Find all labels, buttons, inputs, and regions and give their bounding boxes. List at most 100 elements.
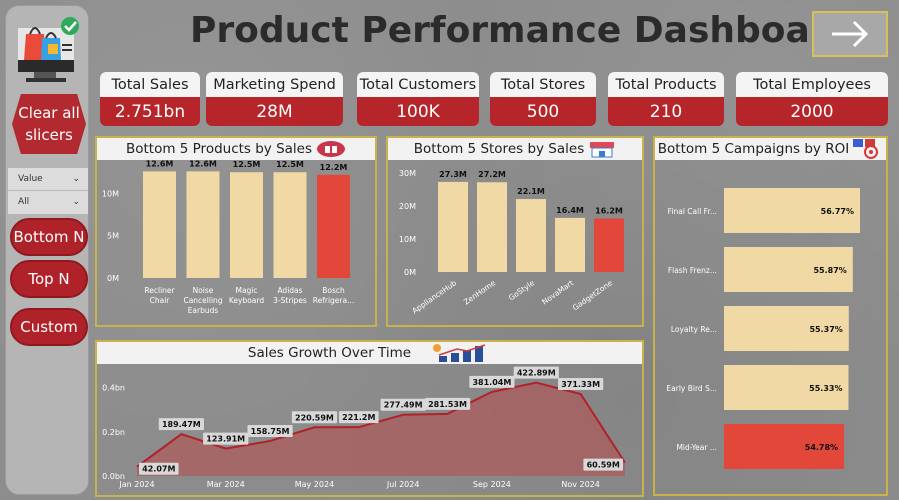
- top-n-button[interactable]: Top N: [10, 260, 88, 298]
- data-label: 158.75M: [251, 427, 290, 436]
- y-tick-label: 0.2bn: [102, 428, 125, 437]
- data-label: 422.89M: [517, 369, 556, 378]
- kpi-value: 2000: [736, 97, 888, 126]
- kpi-value: 28M: [206, 97, 343, 126]
- data-label-box: [203, 432, 249, 445]
- gift-icon: [317, 141, 346, 157]
- bar: [438, 181, 468, 272]
- kpi-total-stores: Total Stores 500: [490, 72, 596, 126]
- data-label-box: [583, 458, 623, 471]
- y-tick-label: 0.4bn: [102, 384, 125, 393]
- x-tick-label: Cancelling: [183, 296, 222, 305]
- kpi-value: 100K: [357, 97, 479, 126]
- bar: [724, 424, 845, 469]
- top-n-label: Top N: [28, 270, 70, 288]
- data-label-box: [291, 411, 338, 424]
- x-tick-label: Adidas: [277, 286, 302, 295]
- y-tick-label: 5M: [107, 232, 119, 241]
- chart-title: Bottom 5 Products by Sales: [97, 138, 375, 160]
- data-label: 55.33%: [809, 384, 842, 393]
- area-fill: [137, 382, 625, 476]
- x-tick-label: GadgetZone: [571, 278, 615, 312]
- data-label-box: [469, 375, 515, 388]
- data-label: 381.04M: [472, 378, 511, 387]
- y-tick-label: Early Bird S...: [666, 384, 717, 393]
- kpi-label: Total Stores: [490, 72, 596, 97]
- custom-button[interactable]: Custom: [10, 308, 88, 346]
- data-label: 56.77%: [821, 207, 854, 216]
- x-tick-label: May 2024: [295, 480, 334, 489]
- campaigns-chart-card: Bottom 5 Campaigns by ROI Final Call Fr.…: [653, 136, 888, 496]
- page-title: Product Performance Dashboard: [190, 10, 854, 51]
- x-tick-label: Bosch: [322, 286, 345, 295]
- data-label: 54.78%: [805, 443, 838, 452]
- x-tick-label: Jul 2024: [386, 480, 420, 489]
- stores-bar-chart: 0M 10M 20M 30M 27.3M ApplianceHub 27.2M ZenHome…: [399, 169, 624, 316]
- data-label-box: [247, 424, 293, 437]
- data-label: 12.5M: [233, 160, 261, 169]
- x-tick-label: Refrigera...: [313, 296, 355, 305]
- data-label-box: [139, 462, 179, 475]
- campaigns-bar-chart: Final Call Fr... 56.77% Flash Frenz... 55.8…: [666, 188, 860, 469]
- stores-chart-card: Bottom 5 Stores by Sales 0M 10M 20M 30M 27.3…: [386, 136, 644, 327]
- series-line: [136, 381, 626, 468]
- x-tick-label: Recliner: [144, 286, 175, 295]
- data-label: 371.33M: [561, 380, 600, 389]
- y-tick-label: 0M: [107, 274, 119, 283]
- bottom-n-button[interactable]: Bottom N: [10, 218, 88, 256]
- x-tick-label: Nov 2024: [561, 480, 600, 489]
- sales-growth-card: Sales Growth Over Time 0.0bn 0.2bn 0.4bn 42…: [95, 340, 644, 497]
- slicer-label: Value: [18, 174, 43, 184]
- products-chart-card: Bottom 5 Products by Sales 0M 5M 10M 12.6M R…: [95, 136, 377, 327]
- data-label: 12.5M: [276, 160, 304, 169]
- clear-slicers-label: Clear all slicers: [18, 104, 80, 144]
- x-tick-label: 3-Stripes: [273, 296, 307, 305]
- store-icon: [590, 142, 615, 158]
- y-tick-label: Final Call Fr...: [668, 207, 717, 216]
- x-tick-label: Sep 2024: [473, 480, 511, 489]
- x-tick-label: GoStyle: [507, 278, 536, 302]
- next-page-button[interactable]: [812, 11, 888, 57]
- kpi-label: Total Sales: [100, 72, 200, 97]
- bottom-n-label: Bottom N: [13, 228, 85, 246]
- slicer-selected-value: All: [18, 196, 30, 207]
- value-slicer[interactable]: Value ⌄ All ⌄: [8, 168, 88, 214]
- y-tick-label: 10M: [102, 189, 119, 198]
- data-label: 12.6M: [189, 160, 217, 168]
- data-label-box: [424, 397, 471, 410]
- y-tick-label: 30M: [399, 169, 416, 178]
- data-label: 221.2M: [342, 413, 375, 422]
- bar: [186, 171, 220, 278]
- data-label: 22.1M: [517, 187, 545, 196]
- data-label-box: [513, 366, 559, 379]
- y-tick-label: 0.0bn: [102, 472, 125, 481]
- chart-title: Sales Growth Over Time: [97, 342, 642, 364]
- x-tick-label: Magic: [235, 286, 257, 295]
- x-tick-label: Mar 2024: [207, 480, 245, 489]
- y-tick-label: Flash Frenz...: [668, 266, 717, 275]
- growth-chart-icon: [433, 344, 486, 362]
- bar: [555, 217, 585, 272]
- x-tick-label: Earbuds: [188, 306, 219, 315]
- chart-title: Bottom 5 Stores by Sales: [388, 138, 642, 160]
- custom-label: Custom: [20, 318, 78, 336]
- kpi-label: Total Products: [608, 72, 724, 97]
- data-label: 281.53M: [428, 400, 467, 409]
- data-label: 123.91M: [206, 435, 245, 444]
- data-label: 55.37%: [809, 325, 842, 334]
- x-tick-label: ZenHome: [462, 278, 498, 307]
- data-label: 27.2M: [478, 170, 506, 179]
- clear-all-slicers-button[interactable]: Clear all slicers: [12, 94, 86, 154]
- y-tick-label: 0M: [404, 268, 416, 277]
- data-label: 220.59M: [295, 413, 334, 422]
- kpi-label: Marketing Spend: [206, 72, 343, 97]
- bar: [594, 218, 624, 272]
- shopping-logo-icon: [14, 14, 82, 90]
- data-label: 27.3M: [439, 170, 467, 179]
- chevron-down-icon[interactable]: ⌄: [72, 174, 80, 184]
- bar: [724, 247, 853, 292]
- bar: [477, 182, 507, 272]
- y-tick-label: 20M: [399, 202, 416, 211]
- chevron-down-icon[interactable]: ⌄: [72, 196, 80, 207]
- x-tick-label: Chair: [150, 296, 171, 305]
